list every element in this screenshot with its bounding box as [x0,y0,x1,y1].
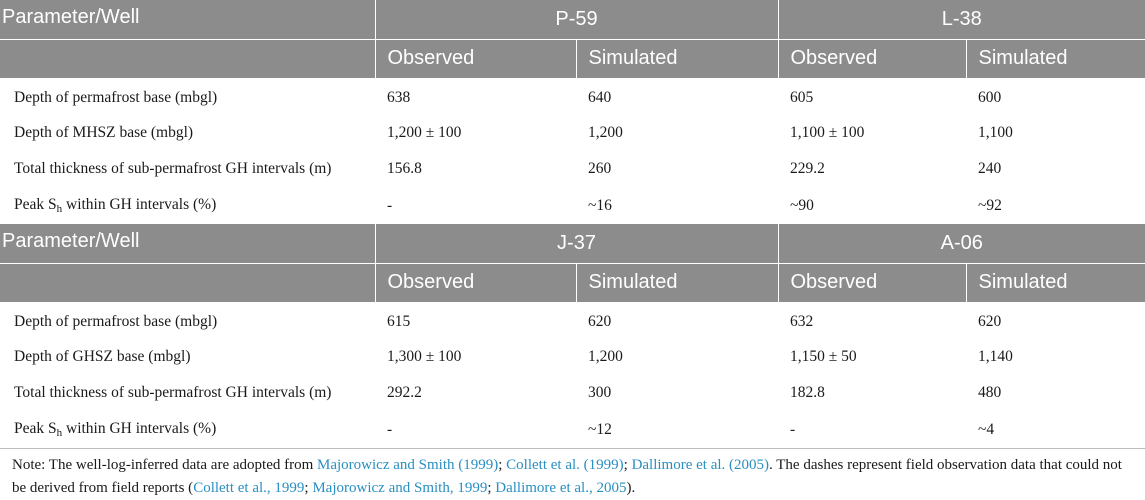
cell-value: 300 [576,375,778,412]
subheader-simulated: Simulated [576,262,779,302]
cell-value: 1,140 [966,338,1145,375]
citation-link[interactable]: Dallimore et al. (2005) [631,457,770,473]
cell-value: 615 [375,302,576,339]
well-header-j37: J-37 [375,224,779,263]
table-row: Depth of MHSZ base (mbgl) 1,200 ± 100 1,… [0,114,1145,151]
row-label: Depth of MHSZ base (mbgl) [0,114,375,151]
subheader-observed: Observed [375,262,577,302]
cell-value: 182.8 [778,375,966,412]
note-text: ; [623,457,632,473]
note-text: Note: The well-log-inferred data are ado… [12,457,318,473]
cell-value: 620 [966,302,1145,339]
note-text: ; [487,480,496,496]
subheader-observed: Observed [778,262,967,302]
cell-value: 620 [576,302,778,339]
table-footnote: Note: The well-log-inferred data are ado… [12,454,1137,500]
cell-value: 292.2 [375,375,576,412]
subheader-observed: Observed [375,38,577,78]
row-label: Peak Sh within GH intervals (%) [0,187,375,224]
section-1-subheader-row: Observed Simulated Observed Simulated [0,38,1145,78]
cell-value: 156.8 [375,151,576,188]
cell-value: 640 [576,78,778,115]
row-label: Depth of permafrost base (mbgl) [0,78,375,115]
table-row: Depth of GHSZ base (mbgl) 1,300 ± 100 1,… [0,338,1145,375]
subheader-simulated: Simulated [966,262,1145,302]
well-header-p59: P-59 [375,0,779,39]
cell-value: ~90 [778,187,966,224]
cell-value: ~12 [576,411,778,448]
cell-value: - [778,411,966,448]
table-row: Depth of permafrost base (mbgl) 638 640 … [0,78,1145,115]
well-header-l38: L-38 [778,0,1145,39]
cell-value: 1,150 ± 50 [778,338,966,375]
section-2-header-row: Parameter/Well J-37 A-06 [0,224,1145,263]
section-1-header-row: Parameter/Well P-59 L-38 [0,0,1145,39]
subheader-simulated: Simulated [966,38,1145,78]
cell-value: 260 [576,151,778,188]
label-subscript: h [56,427,63,439]
note-text: ; [498,457,507,473]
note-text: . The dashes represent field observation… [12,457,1122,496]
row-label: Total thickness of sub-permafrost GH int… [0,151,375,188]
row-label: Peak Sh within GH intervals (%) [0,411,375,448]
comparison-table: Parameter/Well P-59 L-38 Observed Simula… [0,0,1145,448]
table-row: Peak Sh within GH intervals (%) - ~12 - … [0,411,1145,448]
cell-value: - [375,411,576,448]
cell-value: 1,200 [576,338,778,375]
param-header: Parameter/Well [0,224,376,263]
citation-link[interactable]: Majorowicz and Smith, 1999 [312,480,488,496]
row-label: Depth of GHSZ base (mbgl) [0,338,375,375]
label-text: Peak S [14,196,57,214]
subheader-simulated: Simulated [576,38,779,78]
citation-link[interactable]: Majorowicz and Smith (1999) [317,457,499,473]
cell-value: 1,200 [576,114,778,151]
param-header: Parameter/Well [0,0,376,39]
table-row: Total thickness of sub-permafrost GH int… [0,375,1145,412]
label-text: within GH intervals (%) [62,420,217,437]
note-text: ). [626,480,636,496]
cell-value: ~16 [576,187,778,224]
citation-link[interactable]: Collett et al., 1999 [193,480,305,496]
subheader-observed: Observed [778,38,967,78]
label-text: Peak S [14,420,57,437]
cell-value: ~92 [966,187,1145,224]
cell-value: 240 [966,151,1145,188]
cell-value: 1,200 ± 100 [375,114,576,151]
well-header-a06: A-06 [778,224,1145,263]
cell-value: 1,100 ± 100 [778,114,966,151]
row-label: Depth of permafrost base (mbgl) [0,302,375,339]
label-subscript: h [56,203,63,216]
section-2-subheader-row: Observed Simulated Observed Simulated [0,262,1145,302]
note-text: ; [304,480,313,496]
citation-link[interactable]: Collett et al. (1999) [506,457,624,473]
cell-value: 600 [966,78,1145,115]
label-text: within GH intervals (%) [62,196,217,214]
table-row: Peak Sh within GH intervals (%) - ~16 ~9… [0,187,1145,224]
cell-value: 480 [966,375,1145,412]
citation-link[interactable]: Dallimore et al., 2005 [495,480,627,496]
param-header-blank [0,262,376,302]
table-row: Depth of permafrost base (mbgl) 615 620 … [0,302,1145,339]
cell-value: 1,100 [966,114,1145,151]
cell-value: 638 [375,78,576,115]
cell-value: - [375,187,576,224]
cell-value: 229.2 [778,151,966,188]
table-row: Total thickness of sub-permafrost GH int… [0,151,1145,188]
cell-value: 605 [778,78,966,115]
cell-value: ~4 [966,411,1145,448]
cell-value: 1,300 ± 100 [375,338,576,375]
row-label: Total thickness of sub-permafrost GH int… [0,375,375,412]
cell-value: 632 [778,302,966,339]
param-header-blank [0,38,376,78]
